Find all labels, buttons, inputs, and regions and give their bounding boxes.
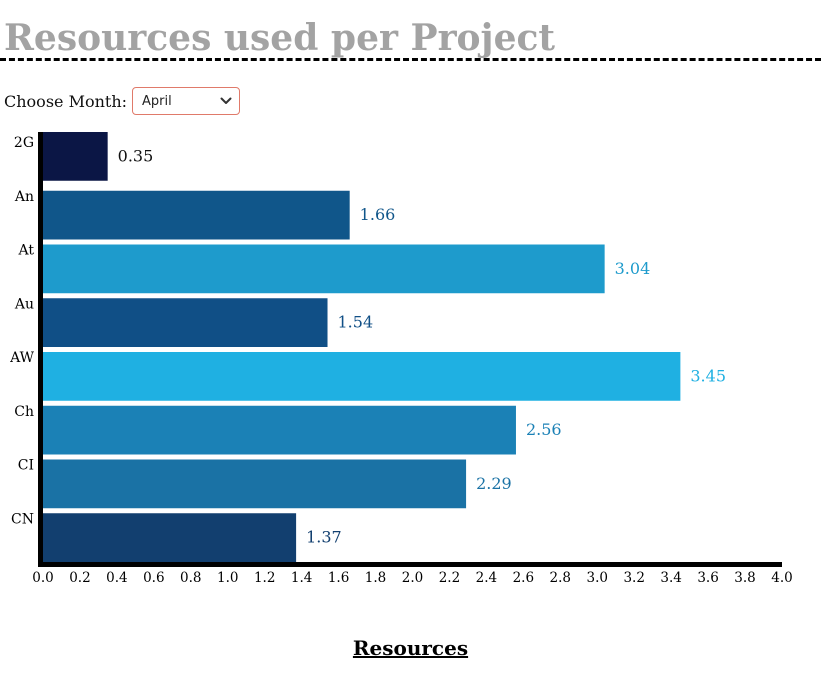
- x-tick-label: 1.8: [365, 570, 386, 586]
- month-dropdown-value: April: [142, 93, 172, 109]
- x-tick-label: 0.8: [180, 570, 201, 586]
- bar-value-label: 1.54: [338, 313, 374, 332]
- x-tick-label: 0.4: [106, 570, 127, 586]
- month-label: Choose Month:: [4, 91, 128, 111]
- y-tick-label: CN: [11, 511, 34, 527]
- bar-value-label: 2.29: [476, 474, 512, 493]
- bar-value-label: 3.45: [690, 366, 726, 385]
- bar-value-label: 2.56: [526, 420, 562, 439]
- x-tick-label: 0.6: [143, 570, 164, 586]
- y-tick-label: AW: [9, 350, 35, 366]
- bar-chart: 0.35 2G 1.66 An 3.04 At 1.54 Au 3.45 AW 2.56 Ch 2.29…: [9, 132, 793, 586]
- month-selector: Choose Month: April: [4, 87, 241, 115]
- x-tick-label: 3.0: [587, 570, 608, 586]
- x-tick-label: 1.0: [217, 570, 238, 586]
- x-tick-label: 4.0: [771, 570, 792, 586]
- bar-ci: [43, 459, 467, 509]
- bar-value-label: 1.37: [306, 528, 342, 547]
- x-tick-label: 1.4: [291, 570, 312, 586]
- x-tick-label: 3.2: [623, 570, 644, 586]
- x-tick-label: 0.2: [69, 570, 90, 586]
- bar-an: [43, 190, 350, 240]
- bar-cn: [43, 513, 297, 562]
- y-tick-label: Au: [14, 296, 34, 312]
- bar-value-label: 1.66: [360, 205, 396, 224]
- chevron-down-icon: [220, 97, 232, 104]
- bar-at: [43, 244, 605, 294]
- x-tick-label: 2.2: [439, 570, 460, 586]
- bar-ch: [43, 405, 516, 455]
- bar-value-label: 3.04: [615, 259, 651, 278]
- x-axis-line: [38, 562, 782, 567]
- x-tick-label: 3.6: [697, 570, 718, 586]
- x-tick-label: 2.8: [550, 570, 571, 586]
- y-tick-label: An: [14, 189, 34, 205]
- y-tick-label: 2G: [14, 135, 34, 151]
- x-tick-label: 2.6: [513, 570, 534, 586]
- y-tick-label: At: [18, 243, 35, 259]
- y-tick-label: Ch: [14, 404, 34, 420]
- x-tick-label: 2.0: [402, 570, 423, 586]
- x-tick-label: 1.6: [328, 570, 349, 586]
- x-axis-title: Resources: [352, 636, 469, 660]
- y-axis-line: [38, 132, 43, 567]
- x-tick-label: 0.0: [32, 570, 53, 586]
- bar-aw: [43, 352, 681, 401]
- month-dropdown[interactable]: April: [132, 87, 241, 115]
- title-divider: [0, 58, 821, 61]
- bar-au: [43, 298, 328, 347]
- y-tick-label: CI: [18, 458, 34, 474]
- x-tick-label: 2.4: [476, 570, 497, 586]
- bar-2g: [43, 132, 108, 181]
- page-title: Resources used per Project: [4, 17, 556, 59]
- bar-value-label: 0.35: [118, 146, 154, 165]
- x-tick-label: 3.4: [660, 570, 681, 586]
- x-tick-label: 3.8: [734, 570, 755, 586]
- x-tick-label: 1.2: [254, 570, 275, 586]
